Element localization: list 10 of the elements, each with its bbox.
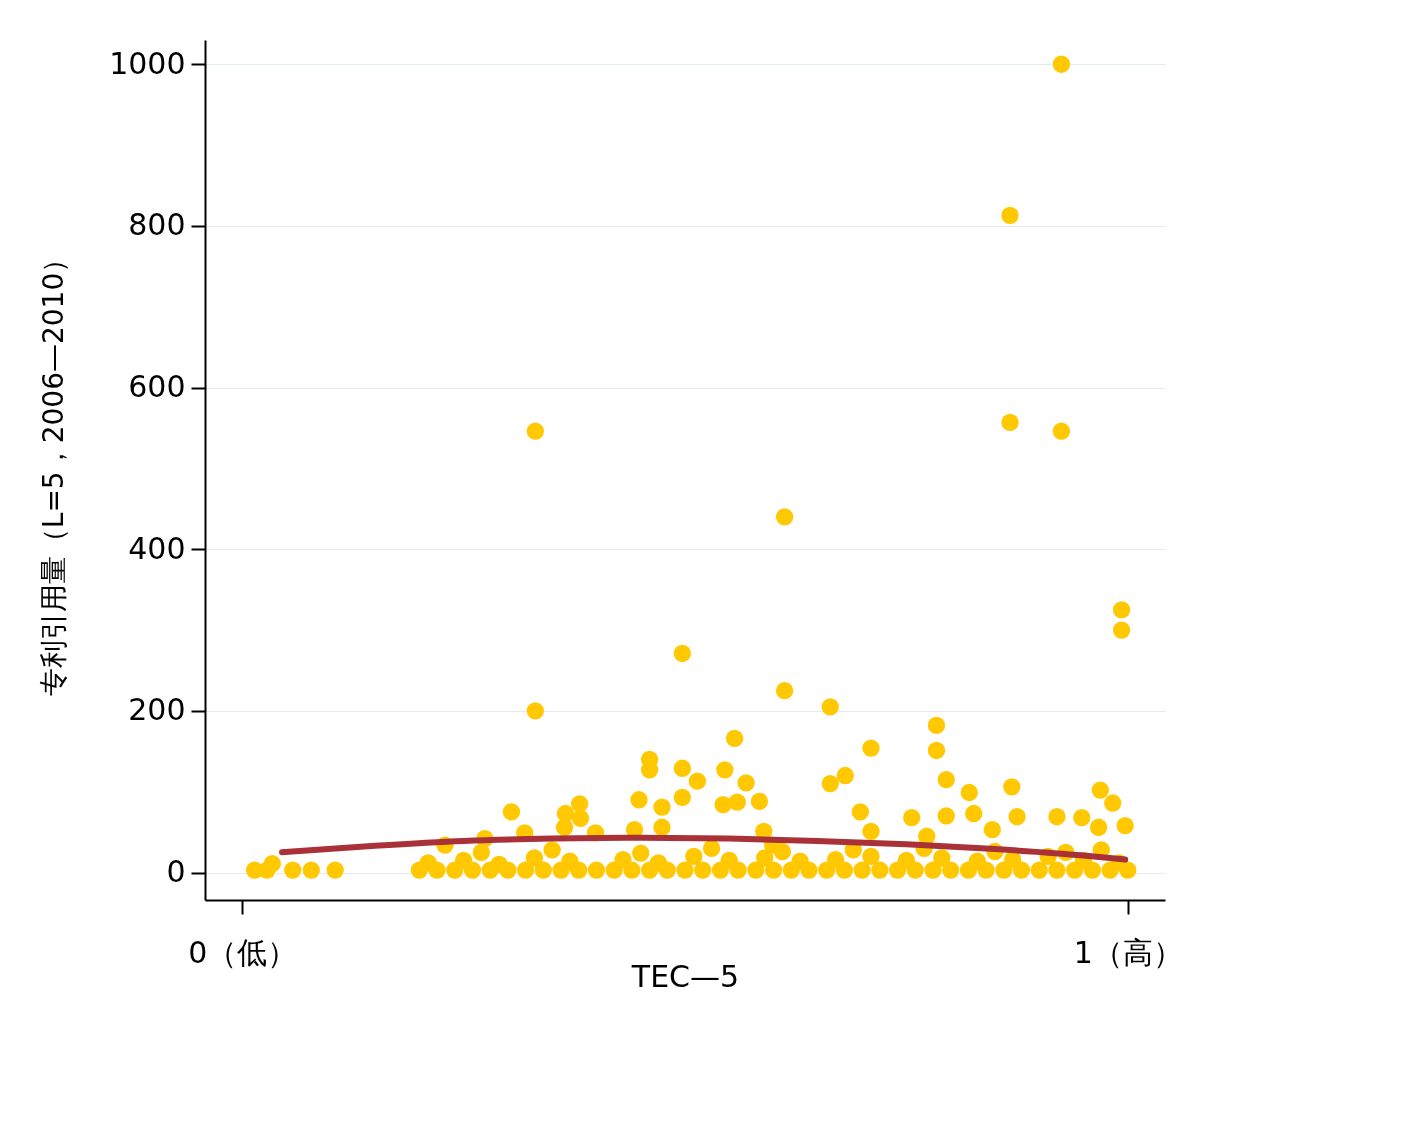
y-tick-label: 400 (128, 530, 186, 566)
y-tick-label: 1000 (109, 45, 186, 81)
x-tick-label: 1（高） (1073, 934, 1183, 970)
x-axis-title: TEC—5 (630, 958, 740, 994)
y-tick-label: 0 (166, 854, 186, 890)
y-axis-title: 专利引用量（L=5，2006—2010） (37, 244, 71, 697)
y-tick-label: 200 (128, 692, 186, 728)
y-tick-label: 800 (128, 207, 186, 243)
y-tick-label: 600 (128, 369, 186, 405)
x-tick-label: 0（低） (188, 934, 298, 970)
